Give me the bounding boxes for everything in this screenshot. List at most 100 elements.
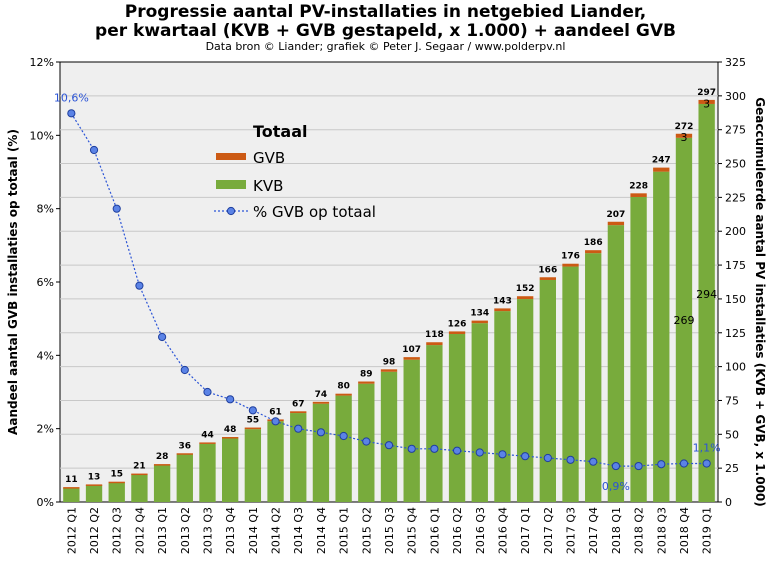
left-tick-label: 6% (37, 276, 54, 289)
pct-point (294, 424, 303, 433)
total-label: 247 (652, 156, 671, 166)
kvb-bar (153, 465, 171, 502)
annotation-min-pct: 0,9% (602, 480, 630, 493)
kvb-bar (290, 413, 307, 502)
pct-point (135, 281, 144, 290)
kvb-bar (222, 438, 239, 502)
legend-gvb-swatch (216, 153, 246, 160)
total-label: 107 (402, 345, 421, 355)
pct-point (543, 453, 552, 463)
gvb-bar (199, 442, 216, 444)
x-tick-label: 2012 Q4 (133, 507, 146, 554)
chart-subtitle: per kwartaal (KVB + GVB gestapeld, x 1.0… (95, 21, 676, 41)
total-label: 44 (201, 430, 214, 440)
left-tick-label: 12% (30, 56, 54, 69)
kvb-bar (108, 482, 125, 502)
gvb-bar (494, 308, 511, 312)
total-label: 36 (179, 441, 192, 451)
x-tick-label: 2018 Q1 (610, 507, 623, 554)
kvb-bar (607, 225, 625, 502)
total-label: 15 (110, 470, 123, 480)
gvb-bar (380, 369, 398, 372)
pct-point (566, 455, 575, 464)
x-tick-label: 2014 Q3 (292, 507, 305, 554)
left-tick-label: 10% (30, 129, 54, 142)
kvb-bar (630, 196, 647, 502)
x-tick-label: 2015 Q3 (383, 507, 396, 554)
x-tick-label: 2014 Q4 (315, 507, 328, 554)
x-tick-label: 2019 Q1 (701, 507, 714, 554)
x-tick-label: 2013 Q4 (224, 507, 237, 554)
legend-pct-label: % GVB op totaal (253, 203, 376, 221)
pct-point (430, 444, 439, 453)
x-tick-label: 2017 Q4 (587, 507, 600, 554)
pct-point (362, 437, 371, 446)
pct-point (112, 204, 121, 213)
legend-line-marker (226, 206, 236, 216)
x-tick-label: 2016 Q3 (474, 507, 487, 554)
pct-point (248, 406, 257, 415)
gvb-bar (448, 331, 466, 334)
total-label: 228 (629, 181, 648, 191)
gvb-bar (426, 342, 443, 346)
kvb-bar (85, 485, 103, 502)
left-axis-title: Aandeel aantal GVB installaties op totaa… (6, 129, 20, 435)
right-tick-label: 25 (725, 462, 739, 475)
gvb-bar (131, 473, 148, 476)
total-label: 297 (697, 88, 716, 98)
x-tick-label: 2018 Q3 (655, 507, 668, 554)
x-tick-label: 2016 Q1 (428, 507, 441, 554)
pct-point (316, 428, 326, 437)
kvb-bar (403, 359, 420, 502)
x-tick-label: 2014 Q2 (270, 507, 283, 554)
left-tick-label: 0% (37, 496, 54, 509)
x-tick-label: 2015 Q4 (406, 507, 419, 554)
kvb-bar (244, 429, 262, 502)
total-label: 67 (292, 399, 305, 409)
pct-point (384, 441, 394, 450)
annotation-kvb-last: 294 (696, 288, 717, 301)
gvb-bar (244, 427, 262, 430)
gvb-bar (222, 437, 239, 439)
gvb-bar (335, 393, 352, 396)
pct-point (407, 444, 416, 453)
gvb-bar (290, 411, 307, 414)
x-tick-label: 2015 Q2 (360, 507, 373, 554)
kvb-bar (267, 421, 284, 502)
pct-point (67, 109, 76, 118)
right-tick-label: 175 (725, 259, 746, 272)
gvb-bar (562, 263, 579, 267)
gvb-bar (358, 381, 375, 384)
legend-kvb-label: KVB (253, 177, 283, 195)
x-tick-label: 2013 Q3 (201, 507, 214, 554)
gvb-bar (153, 464, 171, 466)
pct-point (657, 460, 666, 469)
gvb-bar (471, 320, 488, 324)
left-tick-label: 4% (37, 349, 54, 362)
pct-point (158, 332, 167, 342)
annotation-gvb-last: 3 (703, 97, 710, 110)
total-label: 98 (383, 357, 396, 367)
gvb-bar (176, 453, 193, 455)
pct-point (452, 446, 462, 455)
pct-point (498, 450, 507, 459)
x-tick-label: 2013 Q1 (156, 507, 169, 554)
total-label: 134 (470, 309, 489, 319)
total-label: 89 (360, 370, 373, 380)
x-tick-label: 2016 Q4 (496, 507, 509, 554)
total-label: 118 (425, 330, 444, 340)
gvb-bar (516, 296, 534, 300)
kvb-bar (448, 333, 466, 502)
x-tick-label: 2014 Q1 (247, 507, 260, 554)
right-axis-title: Geaccumuleerde aantal PV installaties (K… (753, 97, 767, 507)
right-tick-label: 225 (725, 191, 746, 204)
total-label: 207 (606, 210, 625, 220)
left-tick-label: 2% (37, 423, 54, 436)
x-tick-label: 2012 Q2 (88, 507, 101, 554)
pct-point (339, 431, 348, 441)
total-label: 48 (224, 425, 237, 435)
x-tick-label: 2018 Q2 (633, 507, 646, 554)
x-tick-label: 2017 Q3 (565, 507, 578, 554)
gvb-bar (63, 487, 80, 489)
